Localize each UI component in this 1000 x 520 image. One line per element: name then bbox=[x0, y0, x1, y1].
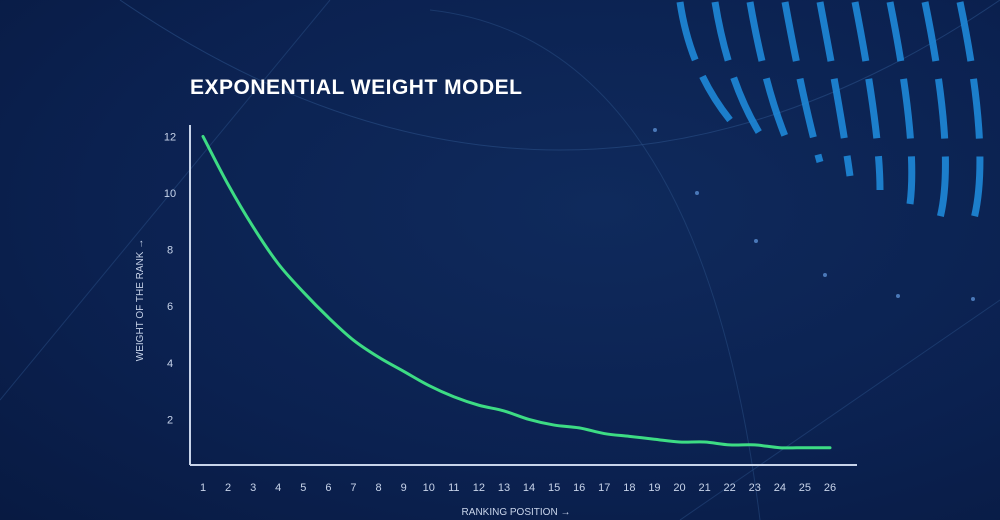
decor-arc bbox=[119, 0, 1000, 151]
x-tick-label: 4 bbox=[275, 482, 281, 494]
y-tick-label: 12 bbox=[164, 131, 176, 143]
decor-arc bbox=[429, 9, 761, 520]
x-tick-label: 9 bbox=[401, 482, 407, 494]
x-tick-label: 25 bbox=[799, 482, 811, 494]
y-tick-label: 6 bbox=[167, 301, 173, 313]
decor-stripe bbox=[711, 1, 763, 136]
x-tick-label: 17 bbox=[598, 482, 610, 494]
y-tick-label: 10 bbox=[164, 188, 176, 200]
x-tick-label: 6 bbox=[325, 482, 331, 494]
decor-dot bbox=[823, 273, 827, 277]
x-tick-label: 15 bbox=[548, 482, 560, 494]
x-tick-label: 16 bbox=[573, 482, 585, 494]
x-tick-label: 26 bbox=[824, 482, 836, 494]
x-tick-label: 24 bbox=[774, 482, 786, 494]
decor-dot bbox=[754, 239, 758, 243]
x-tick-label: 23 bbox=[749, 482, 761, 494]
y-tick-label: 2 bbox=[167, 414, 173, 426]
decor-stripe bbox=[886, 1, 916, 205]
x-tick-label: 7 bbox=[350, 482, 356, 494]
x-tick-label: 21 bbox=[698, 482, 710, 494]
chart-title: EXPONENTIAL WEIGHT MODEL bbox=[190, 76, 523, 99]
x-tick-label: 22 bbox=[724, 482, 736, 494]
x-tick-label: 1 bbox=[200, 482, 206, 494]
decor-line bbox=[679, 299, 1000, 520]
decor-stripe bbox=[851, 1, 884, 191]
x-tick-label: 11 bbox=[448, 482, 459, 494]
y-tick-label: 4 bbox=[167, 358, 173, 370]
x-tick-label: 10 bbox=[423, 482, 435, 494]
decor-stripe bbox=[956, 1, 984, 234]
decor-stripe bbox=[781, 1, 824, 163]
x-tick-label: 20 bbox=[673, 482, 685, 494]
x-axis-label: RANKING POSITION → bbox=[462, 507, 571, 518]
x-tick-label: 3 bbox=[250, 482, 256, 494]
x-tick-label: 18 bbox=[623, 482, 635, 494]
decor-line bbox=[0, 0, 331, 401]
decor-dot bbox=[695, 191, 699, 195]
series-line bbox=[201, 134, 832, 450]
x-tick-label: 12 bbox=[473, 482, 485, 494]
x-tick-label: 13 bbox=[498, 482, 510, 494]
decor-dot bbox=[971, 297, 975, 301]
x-tick-label: 2 bbox=[225, 482, 231, 494]
x-tick-label: 8 bbox=[375, 482, 381, 494]
decor-stripe bbox=[816, 1, 854, 177]
x-tick-label: 19 bbox=[648, 482, 660, 494]
x-tick-label: 5 bbox=[300, 482, 306, 494]
decor-dot bbox=[653, 128, 657, 132]
decor-stripe bbox=[676, 1, 733, 123]
decor-stripe bbox=[746, 1, 794, 150]
y-tick-label: 8 bbox=[167, 245, 173, 257]
x-tick-label: 14 bbox=[523, 482, 535, 494]
decor-stripe bbox=[921, 1, 949, 219]
decor-dot bbox=[896, 294, 900, 298]
y-axis-label: WEIGHT OF THE RANK → bbox=[135, 239, 146, 361]
